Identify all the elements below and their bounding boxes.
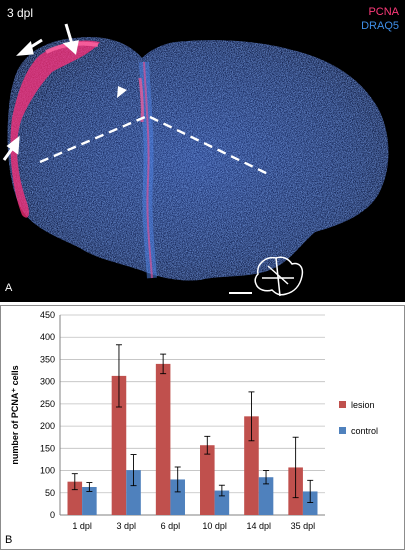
dashed-guide-left [39,115,146,164]
arrowhead-icon [117,86,127,98]
y-tick-label: 200 [40,421,55,431]
y-tick-label: 450 [40,310,55,320]
y-tick-label: 50 [45,488,55,498]
y-tick-label: 350 [40,354,55,364]
x-tick-label: 10 dpl [202,521,227,531]
tick-labels: 0 50 100 150 200 250 300 350 400 450 1 dpl 3 dpl 6 d… [40,310,315,531]
y-tick-label: 150 [40,443,55,453]
arrow-icon [16,38,43,56]
panel-letter-b: B [5,534,12,546]
x-tick-label: 6 dpl [161,521,181,531]
bar-lesion [67,481,83,515]
bar-control [258,477,274,515]
bar-lesion [111,375,127,515]
y-axis-label: number of PCNA⁺ cells [10,365,20,464]
x-tick-label: 3 dpl [116,521,136,531]
arrow-icon [62,23,79,55]
bar-lesion [200,445,215,515]
micrograph-panel: 3 dpl PCNA DRAQ5 A [0,0,405,302]
dashed-guide-right [149,115,269,176]
bar-lesion [244,416,259,515]
pcna-lesion-signal [10,40,100,218]
legend-label-lesion: lesion [351,400,375,410]
x-tick-label: 35 dpl [291,521,316,531]
legend-swatch-control [339,427,346,434]
bars [67,363,318,515]
legend-draq5-label: DRAQ5 [361,20,399,32]
legend-pcna-label: PCNA [368,6,399,18]
x-tick-label: 1 dpl [72,521,92,531]
legend-swatch-lesion [339,401,346,408]
bar-control [170,479,185,515]
bar-control [126,470,141,515]
axes [59,315,325,516]
y-tick-label: 0 [50,510,55,520]
x-tick-label: 14 dpl [246,521,271,531]
chart-legend: lesion control [339,400,378,436]
y-tick-label: 400 [40,332,55,342]
error-bars [71,344,314,504]
bar-control [214,490,230,515]
legend-label-control: control [351,426,378,436]
timepoint-label: 3 dpl [7,6,33,20]
y-tick-label: 100 [40,466,55,476]
y-tick-label: 250 [40,399,55,409]
bar-chart-panel: 0 50 100 150 200 250 300 350 400 450 1 dpl 3 dpl 6 d… [0,305,405,550]
y-tick-label: 300 [40,377,55,387]
bar-control [82,487,97,515]
bar-control [302,491,318,515]
tissue-section [7,36,389,281]
bar-lesion [155,363,171,515]
panel-letter-a: A [5,282,13,294]
arrow-icon [2,135,20,161]
brain-schematic-icon [254,256,304,297]
